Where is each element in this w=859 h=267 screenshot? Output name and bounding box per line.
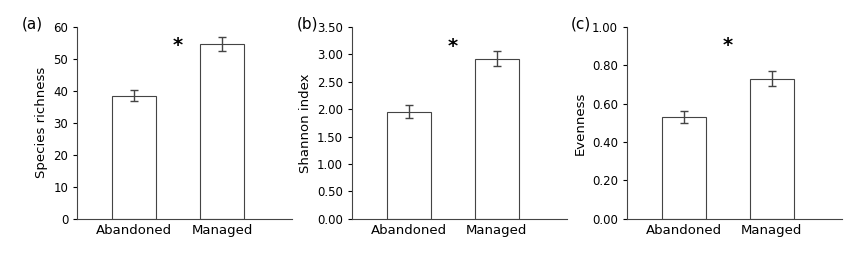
Bar xyxy=(387,112,431,219)
Bar xyxy=(750,78,794,219)
Bar xyxy=(475,58,519,219)
Y-axis label: Species richness: Species richness xyxy=(35,67,48,178)
Text: (c): (c) xyxy=(571,16,592,31)
Text: (a): (a) xyxy=(21,16,43,31)
Bar xyxy=(200,44,244,219)
Text: (b): (b) xyxy=(296,16,318,31)
Text: *: * xyxy=(173,36,183,55)
Y-axis label: Evenness: Evenness xyxy=(574,91,587,155)
Text: *: * xyxy=(448,37,458,56)
Bar xyxy=(662,117,706,219)
Text: *: * xyxy=(722,36,733,55)
Bar xyxy=(113,96,156,219)
Y-axis label: Shannon index: Shannon index xyxy=(299,73,312,172)
